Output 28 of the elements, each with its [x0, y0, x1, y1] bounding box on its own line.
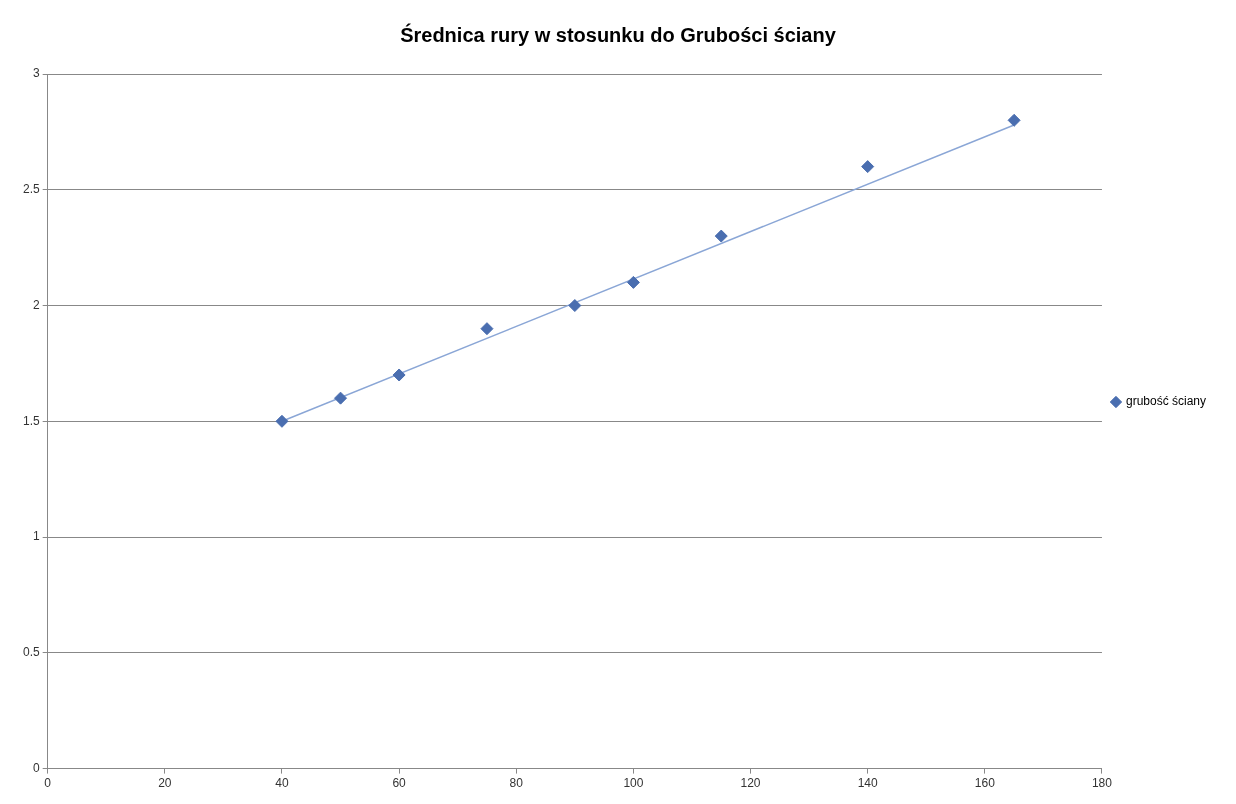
point — [626, 275, 640, 289]
legend-label: grubość ściany — [1125, 394, 1207, 409]
x-tick-label: 180 — [1091, 776, 1113, 791]
point — [275, 414, 289, 428]
x-tick-label: 0 — [44, 776, 52, 791]
x-tick-label: 120 — [740, 776, 761, 791]
x-tick-label: 60 — [392, 776, 407, 791]
point — [1007, 113, 1021, 127]
point — [861, 160, 875, 174]
point — [334, 391, 348, 405]
chart-title: Średnica rury w stosunku do Grubości ściany — [400, 22, 837, 46]
x-tick-label: 80 — [509, 776, 524, 791]
point — [480, 322, 494, 336]
x-tick-label: 160 — [974, 776, 996, 791]
x-tick-label: 100 — [623, 776, 644, 791]
x-tick-label: 20 — [158, 776, 172, 791]
x-tick-label: 140 — [857, 776, 879, 791]
x-tick-label: 40 — [275, 776, 289, 791]
y-tick-label: 2.5 — [22, 182, 40, 197]
y-tick-label: 0.5 — [22, 645, 40, 660]
y-tick-label: 3 — [32, 66, 40, 81]
point — [714, 229, 728, 243]
y-tick-label: 1.5 — [22, 413, 40, 428]
point — [392, 368, 406, 382]
point — [568, 299, 582, 313]
y-tick-label: 2 — [32, 297, 40, 312]
y-tick-label: 0 — [32, 760, 40, 775]
y-tick-label: 1 — [32, 529, 40, 544]
